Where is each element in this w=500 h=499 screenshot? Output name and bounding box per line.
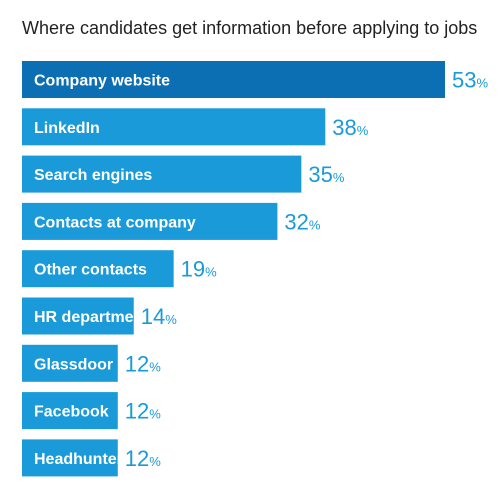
- value-label: 38%: [332, 115, 368, 140]
- category-label: Search engines: [34, 167, 152, 184]
- category-label: Facebook: [34, 404, 109, 421]
- category-label: Contacts at company: [34, 214, 196, 231]
- bar: [22, 392, 118, 430]
- chart-title: Where candidates get information before …: [22, 18, 478, 38]
- value-label: 12%: [125, 446, 161, 471]
- bar: [22, 202, 278, 240]
- category-label: Company website: [34, 73, 170, 90]
- category-label: Headhunter: [34, 451, 123, 468]
- category-label: Glassdoor: [34, 356, 113, 373]
- value-label: 12%: [125, 351, 161, 376]
- bar: [22, 344, 118, 382]
- value-label: 53%: [452, 68, 488, 93]
- value-label: 35%: [308, 162, 344, 187]
- value-label: 12%: [125, 399, 161, 424]
- bar: [22, 250, 174, 288]
- value-label: 14%: [141, 304, 177, 329]
- category-label: HR department: [34, 309, 149, 326]
- value-label: 32%: [284, 209, 320, 234]
- bar: [22, 439, 118, 477]
- category-label: Other contacts: [34, 262, 147, 279]
- value-label: 19%: [181, 257, 217, 282]
- bar: [22, 155, 302, 193]
- bar: [22, 61, 445, 98]
- bar: [22, 108, 326, 146]
- category-label: LinkedIn: [34, 120, 100, 137]
- bar: [22, 297, 134, 335]
